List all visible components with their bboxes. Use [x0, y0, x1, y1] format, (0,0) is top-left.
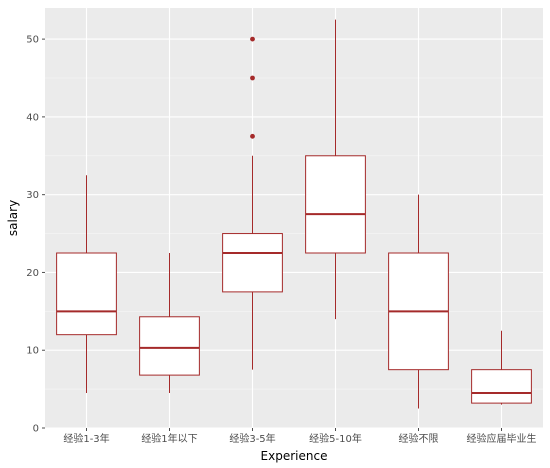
box [56, 252, 117, 336]
x-tick-label: 经验应届毕业生 [467, 432, 537, 445]
y-tick-label: 50 [26, 35, 39, 46]
box [139, 316, 200, 376]
outlier-point [250, 75, 255, 81]
box [222, 233, 283, 293]
x-tick-label: 经验1-3年 [63, 432, 109, 445]
x-tick-label: 经验3-5年 [229, 432, 275, 445]
y-axis-title: salary [6, 200, 20, 236]
plot-panel [45, 8, 543, 428]
outlier-point [250, 36, 255, 42]
box-marks [56, 19, 532, 409]
x-axis-title: Experience [261, 449, 328, 463]
y-tick-label: 10 [26, 346, 39, 357]
x-tick-label: 经验1年以下 [141, 432, 197, 445]
y-tick-label: 40 [26, 112, 39, 123]
x-tick-label: 经验不限 [399, 432, 439, 445]
box [305, 155, 366, 254]
outlier-point [250, 133, 255, 139]
y-tick-label: 0 [33, 424, 39, 435]
x-axis-ticks: 经验1-3年 经验1年以下 经验3-5年 经验5-10年 经验不限 经验应届毕业生 [63, 428, 537, 445]
x-tick-label: 经验5-10年 [309, 432, 362, 445]
y-tick-label: 30 [26, 190, 39, 201]
y-axis-ticks: 0 10 20 30 40 50 [26, 35, 45, 435]
y-tick-label: 20 [26, 268, 39, 279]
box [471, 369, 532, 404]
